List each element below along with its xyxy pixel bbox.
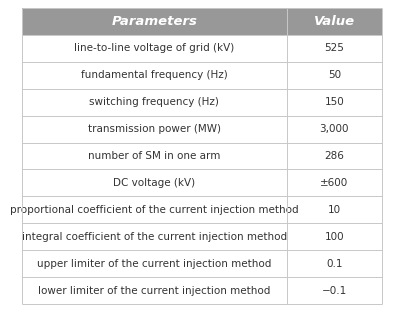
- Text: 50: 50: [328, 70, 341, 80]
- Bar: [22, 197, 382, 223]
- Text: number of SM in one arm: number of SM in one arm: [88, 151, 220, 161]
- Text: Parameters: Parameters: [111, 15, 197, 28]
- Bar: [22, 8, 382, 35]
- Text: fundamental frequency (Hz): fundamental frequency (Hz): [81, 70, 228, 80]
- Text: Value: Value: [314, 15, 355, 28]
- Bar: [22, 35, 382, 62]
- Text: switching frequency (Hz): switching frequency (Hz): [89, 97, 219, 107]
- Text: 0.1: 0.1: [326, 259, 342, 269]
- Text: DC voltage (kV): DC voltage (kV): [113, 178, 195, 188]
- Bar: [22, 143, 382, 169]
- Text: 10: 10: [328, 205, 341, 215]
- Text: line-to-line voltage of grid (kV): line-to-line voltage of grid (kV): [74, 43, 234, 53]
- Bar: [22, 62, 382, 89]
- Text: lower limiter of the current injection method: lower limiter of the current injection m…: [38, 286, 270, 296]
- Bar: [22, 223, 382, 250]
- Text: proportional coefficient of the current injection method: proportional coefficient of the current …: [10, 205, 299, 215]
- Text: −0.1: −0.1: [322, 286, 347, 296]
- Text: 150: 150: [324, 97, 344, 107]
- Text: ±600: ±600: [320, 178, 348, 188]
- Text: 100: 100: [324, 232, 344, 242]
- Bar: [22, 250, 382, 277]
- Text: transmission power (MW): transmission power (MW): [88, 124, 221, 134]
- Bar: [22, 89, 382, 115]
- Bar: [22, 277, 382, 304]
- Bar: [22, 169, 382, 197]
- Text: 525: 525: [324, 43, 344, 53]
- Text: 3,000: 3,000: [320, 124, 349, 134]
- Text: integral coefficient of the current injection method: integral coefficient of the current inje…: [22, 232, 287, 242]
- Text: 286: 286: [324, 151, 344, 161]
- Text: upper limiter of the current injection method: upper limiter of the current injection m…: [37, 259, 272, 269]
- Bar: [22, 115, 382, 143]
